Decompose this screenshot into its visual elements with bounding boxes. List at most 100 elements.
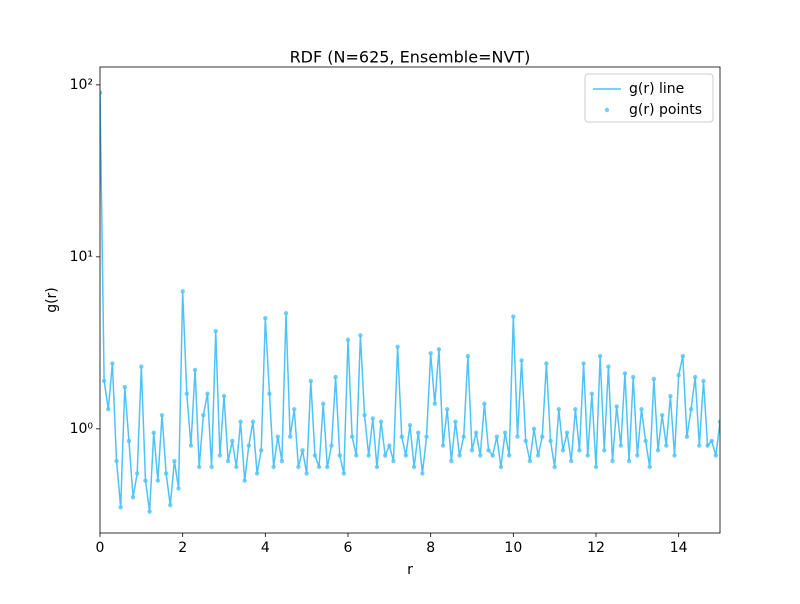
data-point (118, 505, 123, 510)
data-point (217, 453, 223, 458)
data-point (275, 434, 280, 439)
data-point (246, 443, 251, 448)
data-point (300, 448, 305, 453)
data-point (614, 404, 619, 409)
data-point (659, 413, 665, 418)
y-tick-label: 10¹ (70, 249, 93, 265)
data-point (697, 443, 702, 448)
x-tick-label: 0 (96, 540, 105, 556)
data-point (155, 478, 161, 483)
data-point (560, 448, 566, 453)
data-point (106, 407, 111, 412)
data-point (461, 434, 466, 439)
data-point (205, 391, 210, 396)
data-point (110, 361, 115, 366)
data-point (511, 314, 516, 319)
data-point (490, 453, 495, 458)
data-point (411, 464, 417, 470)
x-tick-label: 14 (670, 540, 688, 556)
data-point (647, 464, 652, 470)
data-point (387, 443, 392, 448)
data-point (676, 373, 681, 378)
data-point (316, 464, 322, 470)
x-tick-label: 6 (344, 540, 353, 556)
data-point (126, 438, 132, 444)
x-axis-label: r (407, 562, 413, 578)
data-point (573, 407, 578, 412)
data-point (180, 289, 185, 294)
data-point (399, 434, 404, 439)
data-point (457, 453, 462, 458)
data-point (531, 426, 537, 432)
x-tick-label: 4 (261, 540, 270, 556)
data-point (197, 464, 202, 470)
data-point (631, 374, 636, 380)
data-point (130, 495, 136, 500)
data-point (486, 448, 491, 453)
data-point (143, 478, 148, 483)
data-point (498, 464, 504, 470)
data-point (354, 453, 359, 458)
data-point (383, 453, 388, 458)
data-point (655, 448, 661, 453)
y-tick-label: 10² (70, 77, 93, 93)
data-point (639, 407, 644, 412)
data-point (271, 464, 276, 470)
data-point (465, 353, 471, 359)
data-point (135, 471, 140, 476)
data-point (540, 434, 545, 439)
data-point (622, 371, 628, 376)
data-point (263, 315, 268, 321)
data-point (469, 448, 475, 453)
data-point (378, 419, 384, 424)
data-point (668, 393, 673, 399)
data-point (308, 378, 313, 384)
data-point (374, 464, 380, 470)
data-point (709, 438, 714, 444)
data-point (230, 438, 235, 444)
data-point (163, 471, 169, 476)
data-point (184, 391, 189, 396)
data-point (420, 471, 425, 476)
data-point (717, 419, 720, 424)
data-point (279, 458, 285, 464)
data-point (159, 413, 165, 418)
data-point (416, 430, 421, 435)
data-point (556, 407, 561, 412)
data-point (370, 416, 375, 421)
data-point (358, 333, 363, 338)
data-point (552, 464, 557, 470)
data-point (544, 361, 549, 366)
legend-label: g(r) points (629, 102, 702, 118)
y-tick-label: 10⁰ (70, 421, 94, 437)
data-point (548, 438, 553, 444)
data-point (680, 353, 685, 359)
x-tick-label: 10 (504, 540, 522, 556)
data-point (527, 458, 533, 464)
data-point (188, 443, 194, 448)
data-point (304, 471, 309, 476)
data-point (349, 434, 355, 439)
data-point (581, 361, 586, 366)
data-point (283, 311, 289, 316)
data-point (221, 393, 227, 399)
data-point (238, 419, 243, 424)
data-point (168, 502, 173, 508)
data-point (147, 509, 152, 514)
data-point (366, 453, 371, 458)
data-point (337, 453, 342, 458)
data-point (436, 347, 442, 352)
data-point (440, 443, 446, 448)
data-point (201, 413, 206, 418)
data-point (664, 443, 669, 448)
data-point (635, 453, 640, 458)
data-point (593, 464, 599, 470)
data-point (432, 401, 437, 406)
data-point (519, 358, 524, 363)
y-axis-label: g(r) (44, 287, 60, 313)
data-point (585, 453, 590, 458)
legend-box (584, 73, 714, 123)
data-point (713, 453, 719, 458)
data-point (515, 434, 520, 439)
